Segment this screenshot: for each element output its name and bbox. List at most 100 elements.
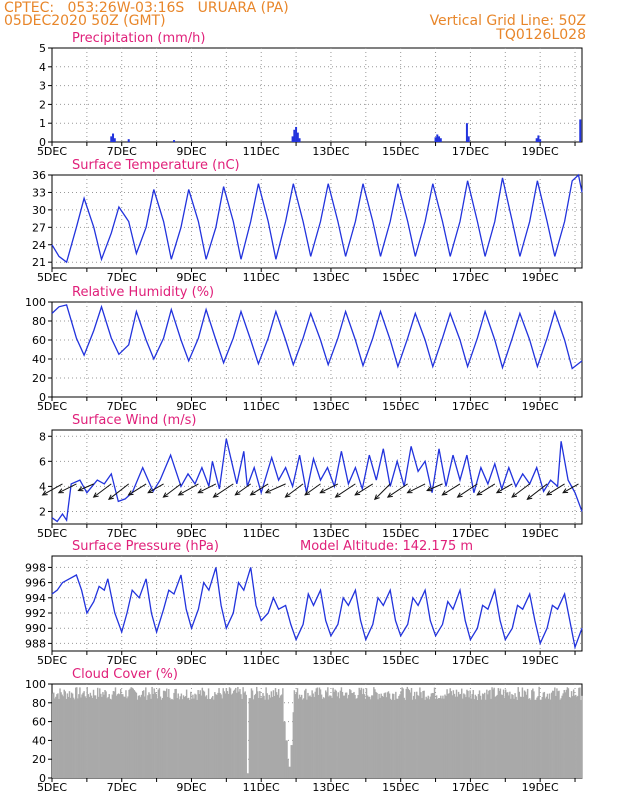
x-tick-label: 7DEC [107, 781, 137, 794]
cloud-bar [311, 690, 313, 778]
cloud-bar [207, 688, 210, 778]
cloud-bar [197, 690, 199, 778]
y-tick-label: 4 [39, 61, 46, 74]
x-tick-label: 17DEC [452, 145, 489, 158]
cloud-bar [257, 691, 259, 778]
cloud-bar [293, 690, 296, 778]
cloud-bar [88, 696, 91, 778]
cloud-bar [128, 689, 130, 778]
cloud-bar [318, 687, 321, 778]
cloud-bar [464, 694, 466, 778]
cloud-bar [274, 688, 277, 778]
cloud-bar [512, 694, 514, 778]
y-tick-label: 990 [25, 622, 46, 635]
cloud-bar [437, 698, 440, 778]
cloud-bar [168, 689, 170, 778]
x-tick-label: 17DEC [452, 271, 489, 284]
y-tick-label: 994 [25, 592, 46, 605]
cloud-bar [131, 687, 133, 778]
wind-vector [285, 483, 304, 498]
cloud-bar [53, 692, 55, 778]
cloud-bar [249, 698, 252, 778]
cloud-bar [461, 688, 463, 778]
x-tick-label: 17DEC [452, 654, 489, 667]
cloud-bar [127, 696, 129, 778]
y-tick-label: 5 [39, 42, 46, 55]
cloud-bar [358, 687, 360, 778]
cloud-bar [508, 695, 510, 778]
cloud-bar [553, 690, 555, 778]
cloud-bar [124, 696, 126, 778]
cloud-bar [181, 699, 184, 778]
precip-bar [537, 135, 540, 142]
panel-title: Precipitation (mm/h) [72, 31, 205, 46]
cloud-bar [86, 687, 88, 778]
series-line [51, 173, 583, 264]
cloud-bar [363, 694, 366, 778]
cloud-bar [243, 692, 245, 778]
cloud-bar [98, 696, 100, 778]
y-tick-label: 60 [32, 716, 46, 729]
cloud-bar [129, 688, 131, 778]
y-tick-label: 100 [25, 296, 46, 309]
cloud-bar [262, 693, 264, 778]
cloud-bar [163, 690, 166, 778]
cloud-bar [366, 695, 369, 778]
cloud-bar [213, 699, 215, 778]
cloud-bar [141, 690, 144, 778]
cloud-bar [273, 695, 276, 778]
cloud-bar [121, 694, 123, 778]
cloud-bar [445, 695, 447, 778]
y-tick-label: 40 [32, 734, 46, 747]
y-tick-label: 100 [25, 678, 46, 691]
cloud-bar [191, 698, 193, 778]
cloud-bar [379, 697, 381, 778]
cloud-bar [400, 691, 402, 778]
cloud-bar [572, 689, 575, 778]
x-tick-label: 11DEC [243, 271, 280, 284]
precip-bar [127, 139, 130, 142]
cloud-bar [321, 698, 324, 778]
y-tick-label: 998 [25, 561, 46, 574]
cloud-bar [225, 688, 228, 778]
cloud-bar [251, 690, 254, 778]
cloud-bar [154, 692, 156, 778]
cloud-bar [568, 696, 571, 778]
cloud-bar [94, 695, 97, 778]
cloud-bar [454, 696, 457, 778]
cloud-bar [304, 690, 306, 778]
x-tick-label: 11DEC [243, 654, 280, 667]
cloud-bar [170, 699, 172, 778]
precip-bar [291, 136, 294, 142]
cloud-bar [175, 688, 177, 778]
cloud-bar [566, 687, 569, 778]
cloud-bar [176, 698, 178, 778]
cloud-bar [524, 691, 527, 778]
x-tick-label: 5DEC [37, 271, 67, 284]
wind-vector [511, 483, 530, 498]
cloud-bar [174, 689, 176, 778]
x-tick-label: 17DEC [452, 400, 489, 413]
cloud-bar [475, 696, 478, 778]
panel-title: Surface Wind (m/s) [72, 413, 196, 428]
cloud-bar [360, 687, 363, 778]
cloud-bar [81, 694, 83, 778]
cloud-bar [389, 698, 392, 778]
cloud-bar [562, 693, 564, 778]
cloud-bar [215, 694, 217, 778]
wind-vector [93, 483, 112, 498]
cloud-bar [325, 690, 327, 778]
cloud-bar [126, 698, 128, 778]
cloud-bar [339, 690, 342, 778]
cloud-bar [357, 695, 359, 778]
header-grid-note: Vertical Grid Line: 50Z [429, 13, 586, 29]
cloud-bar [282, 688, 284, 778]
cloud-bar [404, 699, 406, 778]
cloud-bar [296, 688, 299, 778]
cloud-bar [409, 692, 412, 778]
cloud-bar [272, 690, 275, 778]
cloud-bar [270, 691, 273, 778]
cloud-bar [222, 688, 224, 778]
wind-vector [387, 483, 408, 498]
wind-vector [304, 483, 321, 496]
